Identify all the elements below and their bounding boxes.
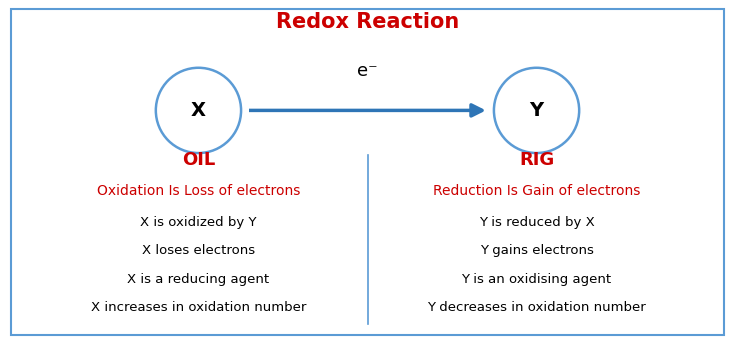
Text: X is a reducing agent: X is a reducing agent (127, 273, 270, 286)
Text: Reduction Is Gain of electrons: Reduction Is Gain of electrons (433, 185, 640, 198)
Text: X: X (191, 101, 206, 120)
Text: Redox Reaction: Redox Reaction (276, 12, 459, 32)
Text: X increases in oxidation number: X increases in oxidation number (90, 301, 306, 314)
Text: OIL: OIL (182, 151, 215, 169)
Text: Y decreases in oxidation number: Y decreases in oxidation number (427, 301, 646, 314)
Text: Y is an oxidising agent: Y is an oxidising agent (462, 273, 612, 286)
Text: Y gains electrons: Y gains electrons (480, 244, 593, 257)
Text: e⁻: e⁻ (357, 62, 378, 80)
Text: X loses electrons: X loses electrons (142, 244, 255, 257)
Text: RIG: RIG (519, 151, 554, 169)
Text: Y: Y (529, 101, 544, 120)
Text: X is oxidized by Y: X is oxidized by Y (140, 216, 257, 229)
Text: Y is reduced by X: Y is reduced by X (478, 216, 595, 229)
Text: Oxidation Is Loss of electrons: Oxidation Is Loss of electrons (97, 185, 300, 198)
